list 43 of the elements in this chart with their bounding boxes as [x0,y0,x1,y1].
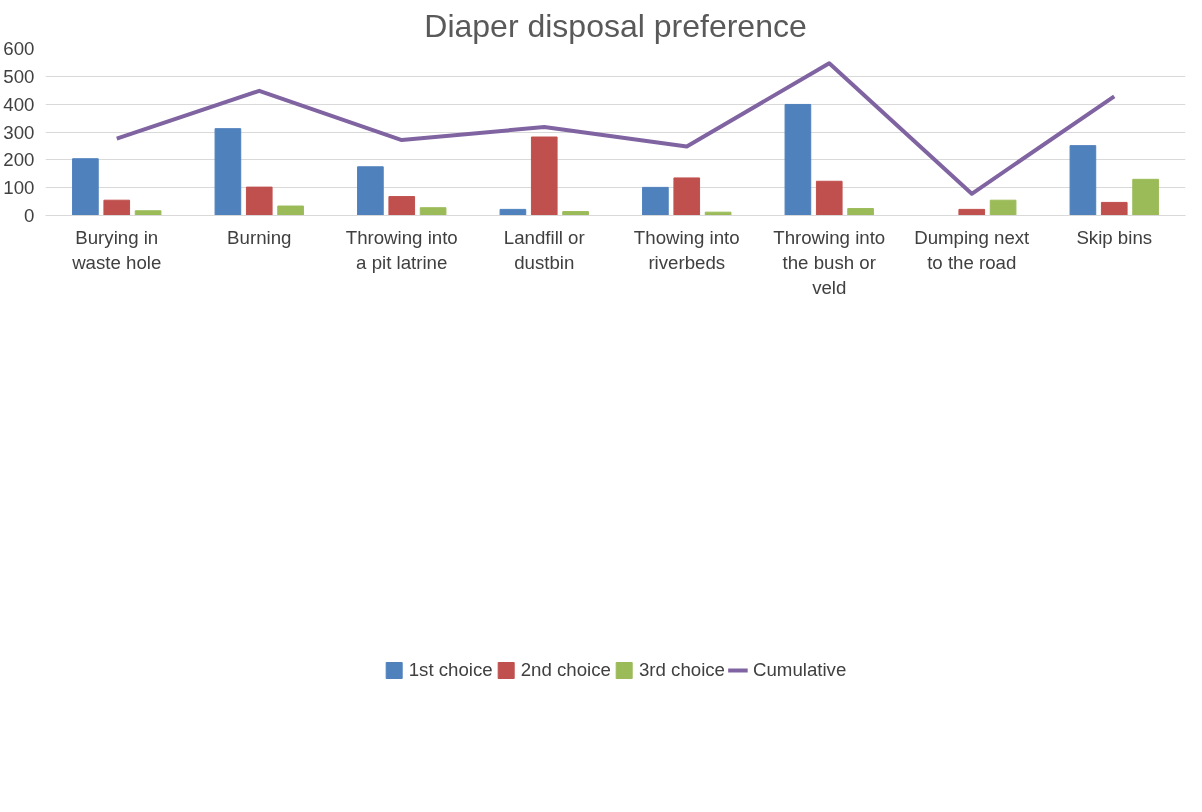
bar [1100,201,1128,216]
bar [419,207,447,216]
legend-label: 3rd choice [638,658,725,681]
bar [499,208,527,216]
y-tick-label: 600 [3,38,35,59]
bar [134,210,162,216]
x-tick-label: Thowing into riverbeds [633,226,740,273]
bar [214,128,242,216]
bar [72,158,99,216]
legend-label: 2nd choice [520,658,611,681]
bar [673,177,701,216]
bar [815,180,843,216]
bar [388,196,416,216]
bar [1132,178,1159,216]
x-tick-label: Landfill or dustbin [503,226,585,273]
y-tick-label: 0 [24,205,35,226]
x-tick-label: Burying in waste hole [71,226,162,273]
bar [847,208,874,216]
y-tick-label: 200 [3,149,35,171]
bar [958,208,986,216]
bar [530,136,558,216]
bar [989,199,1017,216]
y-tick-label: 100 [3,177,35,199]
y-tick-label: 300 [3,121,35,143]
x-tick-label: Throwing into a pit latrine [345,226,458,273]
bar [103,199,131,216]
y-tick-label: 500 [3,65,35,87]
legend-label: Cumulative [753,658,847,681]
line-series [114,61,1117,196]
x-tick-label: Burning [227,226,292,248]
bar [277,205,304,216]
x-tick-label: Skip bins [1076,226,1153,248]
bar [562,211,589,216]
bar [245,186,273,216]
x-tick-label: Throwing into the bush or veld [773,226,886,298]
x-tick-label: Dumping next to the road [914,226,1031,273]
y-tick-label: 400 [3,93,35,115]
bar [642,186,669,216]
bar [1069,145,1097,216]
legend-label: 1st choice [408,658,493,681]
bar [784,103,812,216]
chart-title: Diaper disposal preference [424,7,807,44]
bar [357,166,384,216]
